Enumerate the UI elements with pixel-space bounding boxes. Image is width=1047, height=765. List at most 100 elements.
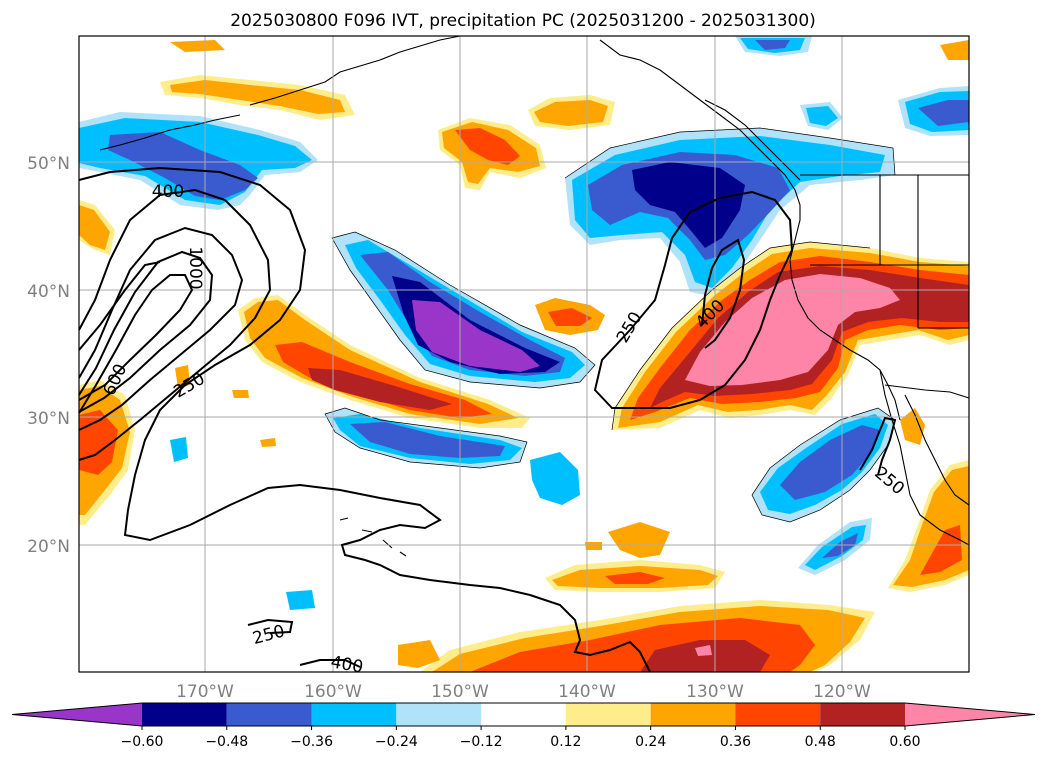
lon-label-160w: 160°W: [304, 682, 362, 702]
colorbar-tick-label: −0.60: [121, 734, 164, 750]
colorbar: [11, 702, 1036, 730]
colorbar-tick-label: −0.12: [460, 734, 503, 750]
tiny-orange-patch-2: [232, 390, 249, 398]
colorbar-segment: [735, 703, 821, 726]
south-band-pink-patch: [695, 645, 712, 656]
lon-label-130w: 130°W: [686, 682, 744, 702]
ivt-contour-1000-west: [78, 274, 194, 414]
lon-label-150w: 150°W: [431, 682, 489, 702]
positive-anomaly-regions: [79, 40, 969, 672]
ivt-contour-400-east: [701, 238, 746, 349]
longitude-labels: 170°W 160°W 150°W 140°W 130°W 120°W: [176, 682, 871, 702]
ne-top-royal-region: [755, 40, 790, 50]
colorbar-tick-label: 0.36: [720, 734, 751, 750]
ivt-contour-400-south: [299, 659, 361, 668]
ne-right-royal-region: [918, 100, 969, 126]
ivt-contour-250-west: [78, 166, 651, 673]
west-band-firebrick-region: [308, 368, 452, 410]
colorbar-segment: [565, 703, 651, 726]
colorbar-segment: [226, 703, 312, 726]
aleutian-orange-region: [170, 80, 345, 114]
map-frame: [78, 35, 970, 673]
colorbar-extension-min: [12, 703, 142, 726]
ivt-contour-400-west: [78, 188, 272, 461]
west-band-orange-region: [244, 300, 518, 424]
colorbar-segment: [396, 703, 482, 726]
baja-coastline: [879, 369, 970, 546]
mid-south-orangered-region: [605, 572, 665, 584]
baja-royal-region: [780, 425, 880, 500]
lat-label-30n: 30°N: [27, 409, 70, 429]
colorbar-segment: [650, 703, 736, 726]
colorbar-tick-label: 0.48: [805, 734, 836, 750]
us-mexico-border: [884, 384, 970, 399]
hawaii-islands: [339, 517, 407, 557]
precip-contour-outlines: [324, 127, 896, 523]
ivt-contour-800-west: [78, 250, 214, 413]
ivt-contours: [78, 166, 897, 673]
aleutian-top-orange-patch: [170, 40, 225, 52]
small-ne-sky-patch: [806, 106, 838, 126]
south-sky-patch: [286, 590, 315, 610]
small-west-sky-patch: [170, 437, 188, 462]
latitude-labels: 50°N 40°N 30°N 20°N: [27, 154, 70, 557]
top-right-orange-patch: [940, 40, 969, 60]
outline-central-pacific: [331, 231, 596, 389]
lat-label-20n: 20°N: [27, 537, 70, 557]
lon-label-120w: 120°W: [813, 682, 871, 702]
colorbar-tick-label: −0.24: [375, 734, 418, 750]
lon-label-140w: 140°W: [558, 682, 616, 702]
south-small-orange-patch: [398, 640, 440, 668]
central-pacific-purple-region: [412, 300, 540, 372]
subtropical-royal-region: [350, 422, 505, 458]
south-band-firebrick-region: [640, 640, 770, 672]
mid-south-top-orange-patch: [608, 522, 670, 558]
colorbar-tick-labels: −0.60 −0.48 −0.36 −0.24 −0.12 0.12 0.24 0.36 0.4…: [121, 734, 921, 750]
west-margin-orange-region: [79, 205, 110, 250]
lat-label-40n: 40°N: [27, 282, 70, 302]
gridlines: [79, 36, 969, 672]
tiny-orange-patch-3: [585, 542, 602, 550]
coastlines: [99, 35, 970, 557]
colorbar-tick-label: 0.12: [550, 734, 581, 750]
colorbar-tick-label: 0.60: [889, 734, 920, 750]
contour-label-1000: 1000: [185, 246, 205, 289]
tiny-orange-patch-1: [260, 438, 276, 447]
gulf-california-coastline: [904, 394, 970, 506]
ivt-contour-250-baja: [859, 416, 897, 476]
small-orangered-patch-1: [548, 308, 592, 326]
colorbar-tick-label: −0.36: [290, 734, 333, 750]
contour-label-400-south: 400: [329, 652, 364, 677]
gulf-alaska-navy-region: [632, 162, 745, 248]
colorbar-extension-max: [905, 703, 1035, 726]
north-orangered-inner: [455, 128, 520, 165]
lon-label-170w: 170°W: [176, 682, 234, 702]
figure-title: 2025030800 F096 IVT, precipitation PC (2…: [230, 11, 816, 31]
nw-pacific-royal-region: [108, 132, 258, 200]
colorbar-tick-label: 0.24: [635, 734, 666, 750]
top-center-orange-patch: [534, 100, 608, 126]
mexico-orangered-region: [920, 525, 962, 575]
negative-anomaly-regions: [79, 36, 969, 610]
ivt-contour-250-east: [593, 190, 794, 409]
lat-label-50n: 50°N: [27, 154, 70, 174]
ivt-contour-west-inner: [78, 261, 161, 351]
aleutian-islands: [99, 114, 241, 151]
ivt-contour-250-south: [247, 618, 294, 634]
colorbar-tick-label: −0.48: [205, 734, 248, 750]
west-band-orangered-region: [275, 342, 492, 418]
hawaii-north-sky-patch: [530, 452, 580, 505]
colorbar-segment: [481, 703, 566, 726]
colorbar-segment: [142, 703, 227, 726]
outline-gulf-alaska: [564, 127, 896, 179]
map-panel: 400 1000 600 250 250 400 250 250 400: [78, 35, 970, 678]
colorbar-segment: [820, 703, 905, 726]
alaska-panhandle-coastline: [599, 39, 801, 261]
california-ar-pink-region: [685, 274, 900, 386]
bc-coastline: [704, 99, 801, 181]
ivt-contour-600-west: [78, 226, 244, 431]
contour-label-400-nw: 400: [152, 182, 184, 202]
outline-subtropical-band: [324, 407, 528, 469]
colorbar-segment: [311, 703, 397, 726]
